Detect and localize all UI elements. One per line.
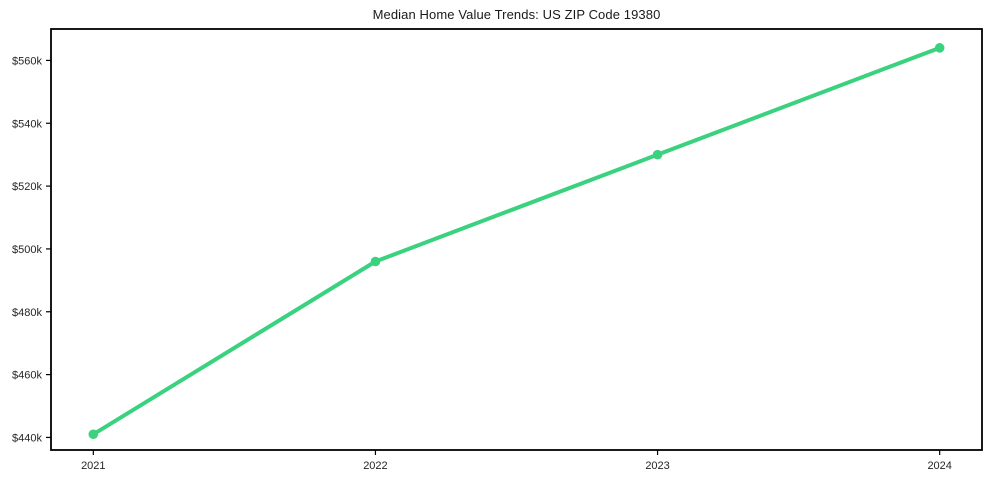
data-point [652, 149, 663, 160]
y-tick-label: $500k [12, 244, 42, 256]
data-point [88, 429, 99, 440]
x-tick-label: 2022 [363, 460, 387, 472]
y-tick-label: $440k [12, 432, 42, 444]
x-tick-label: 2021 [81, 460, 105, 472]
plot-frame [50, 28, 983, 451]
y-tick-label: $560k [12, 55, 42, 67]
x-tick-label: 2023 [645, 460, 669, 472]
x-tick-label: 2024 [927, 460, 951, 472]
y-tick-label: $540k [12, 118, 42, 130]
data-point [370, 256, 381, 267]
y-tick-label: $480k [12, 307, 42, 319]
data-point [934, 43, 945, 53]
y-tick-label: $520k [12, 181, 42, 193]
chart-title: Median Home Value Trends: US ZIP Code 19… [372, 7, 661, 22]
y-tick-label: $460k [12, 370, 42, 382]
trend-line [91, 45, 942, 437]
